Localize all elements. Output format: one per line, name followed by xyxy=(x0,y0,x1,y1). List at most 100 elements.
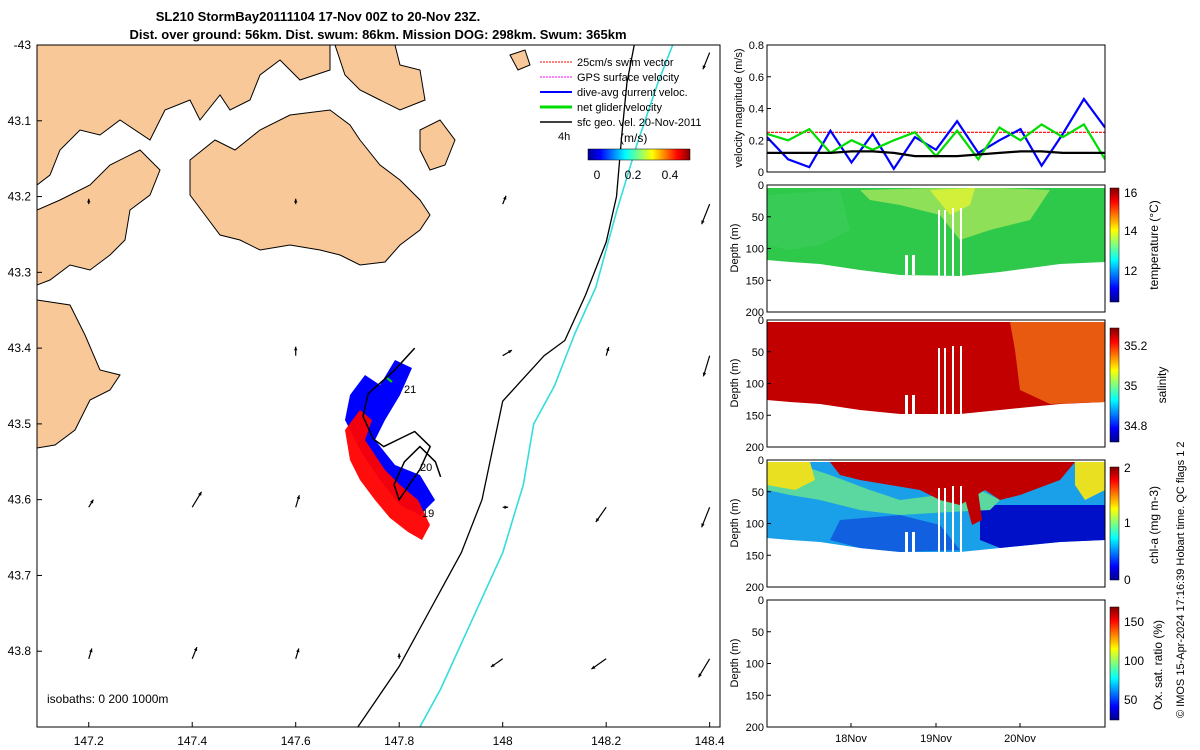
salinity-cb-tick-35.2: 35.2 xyxy=(1124,339,1148,353)
temperature-cb-tick-16: 16 xyxy=(1124,186,1138,200)
oxygen-y-label: Depth (m) xyxy=(729,639,741,688)
chla-mid-layer xyxy=(767,465,1000,515)
salinity-gaps xyxy=(905,346,962,415)
chla-panel: 0 50 100 150 200 Depth (m) 0 1 2 chl-a (mg m… xyxy=(729,455,1161,594)
net-glider-velocity-marker xyxy=(386,377,393,383)
salinity-y-label: Depth (m) xyxy=(729,359,741,408)
velocity-y-label: velocity magnitude (m/s) xyxy=(733,48,745,167)
title-line-1: SL210 StormBay20111104 17-Nov 00Z to 20-… xyxy=(156,9,480,24)
map-x-tick-label: 148.2 xyxy=(591,734,621,748)
geo-vector-17 xyxy=(502,195,507,205)
land-areas xyxy=(37,45,531,449)
depth-tick-label: 150 xyxy=(746,550,764,562)
oxygen-cb-tick-50: 50 xyxy=(1124,693,1138,707)
geo-vector-5 xyxy=(295,648,300,659)
temperature-colorbar-label: temperature (°C) xyxy=(1147,200,1161,290)
map-y-tick-label: 43.8 xyxy=(8,644,32,658)
geo-vector-0 xyxy=(88,499,94,508)
velocity-series xyxy=(767,97,1105,171)
glider-track xyxy=(362,347,442,502)
geo-vector-12 xyxy=(698,658,711,678)
map-x-tick-label: 147.8 xyxy=(384,734,414,748)
depth-tick-label: 50 xyxy=(752,347,764,359)
geo-vector-3 xyxy=(88,648,93,659)
velocity-y-ticks: 0 0.2 0.4 0.6 0.8 xyxy=(749,40,771,179)
depth-tick-label: 150 xyxy=(746,410,764,422)
salinity-colorbar xyxy=(1109,327,1120,443)
salinity-cb-tick-35: 35 xyxy=(1124,379,1138,393)
map-x-tick-label: 147.6 xyxy=(281,734,311,748)
depth-tick-label: 200 xyxy=(746,307,764,319)
time-tick-18nov: 18Nov xyxy=(835,733,867,745)
map-y-axis-ticks: -43 43.1 43.2 43.3 43.4 43.5 43.6 43.7 43.8 xyxy=(8,38,42,658)
time-tick-19nov: 19Nov xyxy=(920,733,952,745)
geo-vector-1 xyxy=(191,491,203,508)
temperature-colorbar xyxy=(1109,187,1120,303)
geo-vector-10 xyxy=(490,658,504,668)
legend-swim-label: 25cm/s swim vector xyxy=(577,57,674,69)
velocity-y-tick-label: 0.2 xyxy=(749,135,764,147)
depth-tick-label: 150 xyxy=(746,275,764,287)
velocity-y-tick-label: 0 xyxy=(758,167,764,179)
depth-tick-label: 100 xyxy=(746,379,764,391)
map-panel: 21 20 19 147.2 147.4 147.6 147.8 148 148.2 148… xyxy=(8,38,725,748)
geo-vector-7 xyxy=(502,349,513,357)
title-line-2: Dist. over ground: 56km. Dist. swum: 86k… xyxy=(129,27,626,42)
legend-gps-label: GPS surface velocity xyxy=(577,72,680,84)
geo-vector-16 xyxy=(702,52,711,70)
depth-tick-label: 50 xyxy=(752,627,764,639)
geo-vector-6 xyxy=(293,346,298,356)
temperature-y-label: Depth (m) xyxy=(729,224,741,273)
depth-tick-label: 200 xyxy=(746,442,764,454)
salinity-east-patch xyxy=(1010,322,1105,404)
geo-vector-8 xyxy=(605,346,610,356)
map-x-tick-label: 148.4 xyxy=(695,734,725,748)
oxygen-colorbar xyxy=(1109,606,1120,721)
map-colorbar xyxy=(587,148,691,161)
map-colorbar-tick-0: 0 xyxy=(594,168,601,182)
oxygen-saturation-depth-ticks: 0 50 100 150 200 xyxy=(746,595,771,734)
chla-colorbar xyxy=(1109,466,1120,581)
velocity-series-sfc-geo-vel- xyxy=(767,150,1105,158)
map-y-tick-label: -43 xyxy=(14,38,32,52)
map-x-axis-ticks: 147.2 147.4 147.6 147.8 148 148.2 148.4 xyxy=(74,722,725,748)
velocity-panel: 0 0.2 0.4 0.6 0.8 velocity magnitude (m/s) xyxy=(733,40,1106,179)
depth-tick-label: 100 xyxy=(746,659,764,671)
oxygen-cb-tick-150: 150 xyxy=(1124,615,1144,629)
velocity-series-dive-avg-current-veloc- xyxy=(767,97,1105,171)
chla-colorbar-label: chl-a (mg m-3) xyxy=(1147,486,1161,564)
salinity-colorbar-label: salinity xyxy=(1155,367,1169,404)
map-y-tick-label: 43.3 xyxy=(8,265,32,279)
chla-plume xyxy=(960,470,982,525)
map-y-tick-label: 43.2 xyxy=(8,190,32,204)
geo-vector-20 xyxy=(397,653,401,659)
map-y-tick-label: 43.4 xyxy=(8,341,32,355)
oxygen-panel: 0 50 100 150 200 Depth (m) 50 100 150 Ox. sa… xyxy=(729,595,1165,745)
oxygen-colorbar-label: Ox. sat. ratio (%) xyxy=(1151,620,1165,710)
legend-dive-avg-label: dive-avg current veloc. xyxy=(577,87,688,99)
depth-tick-label: 0 xyxy=(758,315,764,327)
map-y-tick-label: 43.1 xyxy=(8,114,32,128)
salinity-cb-tick-34.8: 34.8 xyxy=(1124,419,1148,433)
map-y-tick-label: 43.6 xyxy=(8,493,32,507)
depth-tick-label: 0 xyxy=(758,595,764,607)
temperature-west-patch xyxy=(767,190,850,250)
temperature-cb-tick-12: 12 xyxy=(1124,264,1138,278)
legend-net-glider-label: net glider velocity xyxy=(577,102,662,114)
map-y-tick-label: 43.5 xyxy=(8,417,32,431)
temperature-cb-tick-14: 14 xyxy=(1124,224,1138,238)
geo-vector-11 xyxy=(591,658,607,670)
temperature-surface-warm xyxy=(930,188,975,215)
isobath-1000m-line xyxy=(419,45,674,727)
chla-west-yellow xyxy=(767,462,815,490)
chla-cb-tick-0: 0 xyxy=(1124,573,1131,587)
swim-vector-swath xyxy=(345,410,430,540)
track-label-20: 20 xyxy=(420,462,432,474)
depth-tick-label: 200 xyxy=(746,582,764,594)
velocity-y-tick-label: 0.4 xyxy=(749,104,764,116)
geo-vector-21 xyxy=(502,505,509,509)
track-label-21: 21 xyxy=(404,384,416,396)
oxygen-cb-tick-100: 100 xyxy=(1124,654,1144,668)
geo-vector-18 xyxy=(87,198,91,205)
